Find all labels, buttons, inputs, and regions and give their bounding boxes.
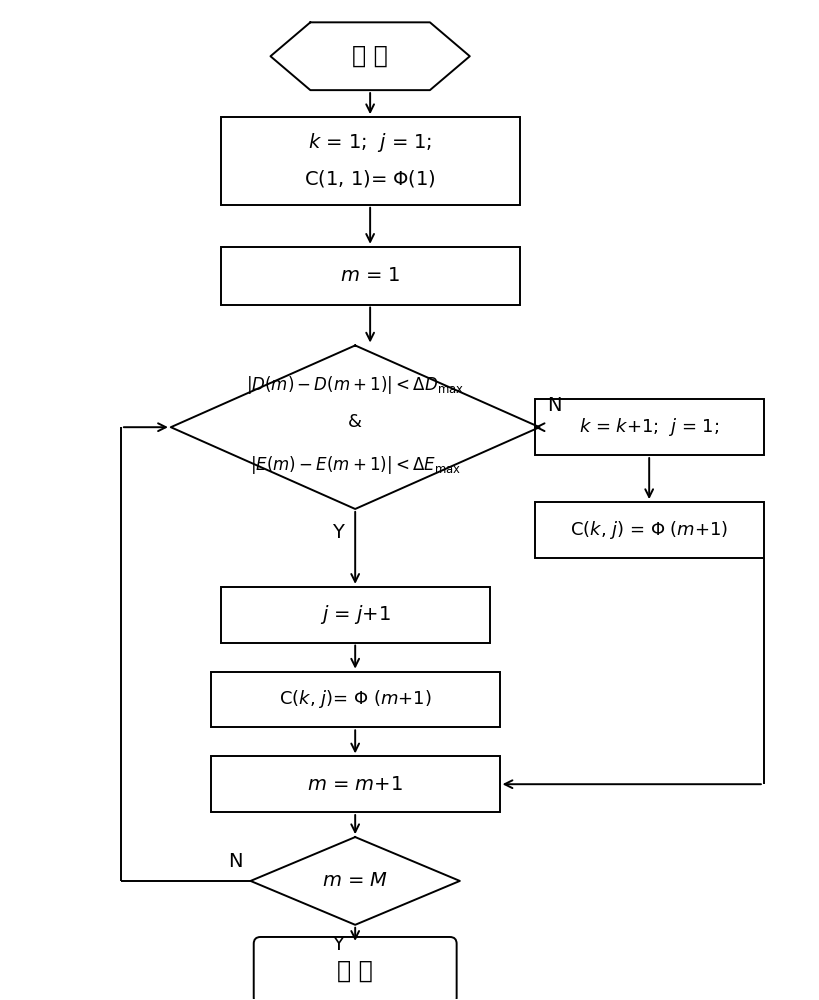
- Text: $m$ = 1: $m$ = 1: [340, 266, 400, 285]
- Text: &: &: [348, 413, 362, 431]
- Text: $j$ = $j$+1: $j$ = $j$+1: [319, 603, 391, 626]
- Bar: [220, 587, 490, 643]
- Text: $k$ = 1;  $j$ = 1;: $k$ = 1; $j$ = 1;: [308, 131, 432, 154]
- Text: N: N: [228, 852, 242, 871]
- Bar: [210, 756, 500, 812]
- Bar: [210, 672, 500, 727]
- Text: $k$ = $k$+1;  $j$ = 1;: $k$ = $k$+1; $j$ = 1;: [579, 416, 719, 438]
- Bar: [220, 247, 519, 305]
- Bar: [535, 399, 764, 455]
- Text: Y: Y: [333, 935, 344, 954]
- Text: C($k$, $j$) = $\Phi$ ($m$+1): C($k$, $j$) = $\Phi$ ($m$+1): [570, 519, 728, 541]
- Bar: [220, 117, 519, 205]
- Text: $m$ = $m$+1: $m$ = $m$+1: [307, 775, 403, 794]
- Text: 开 始: 开 始: [352, 44, 388, 68]
- Text: C($k$, $j$)= $\Phi$ ($m$+1): C($k$, $j$)= $\Phi$ ($m$+1): [278, 688, 432, 710]
- Text: N: N: [548, 396, 562, 415]
- Text: $|E(m)-E(m+1)|<\Delta E_{\rm max}$: $|E(m)-E(m+1)|<\Delta E_{\rm max}$: [250, 454, 461, 476]
- Text: C(1, 1)= $\Phi$(1): C(1, 1)= $\Phi$(1): [304, 168, 436, 189]
- Text: $|D(m)-D(m+1)|<\Delta D_{\rm max}$: $|D(m)-D(m+1)|<\Delta D_{\rm max}$: [247, 374, 464, 396]
- Text: 结 束: 结 束: [337, 959, 373, 983]
- Bar: [535, 502, 764, 558]
- Text: $m$ = $M$: $m$ = $M$: [322, 871, 388, 890]
- Text: Y: Y: [333, 523, 344, 542]
